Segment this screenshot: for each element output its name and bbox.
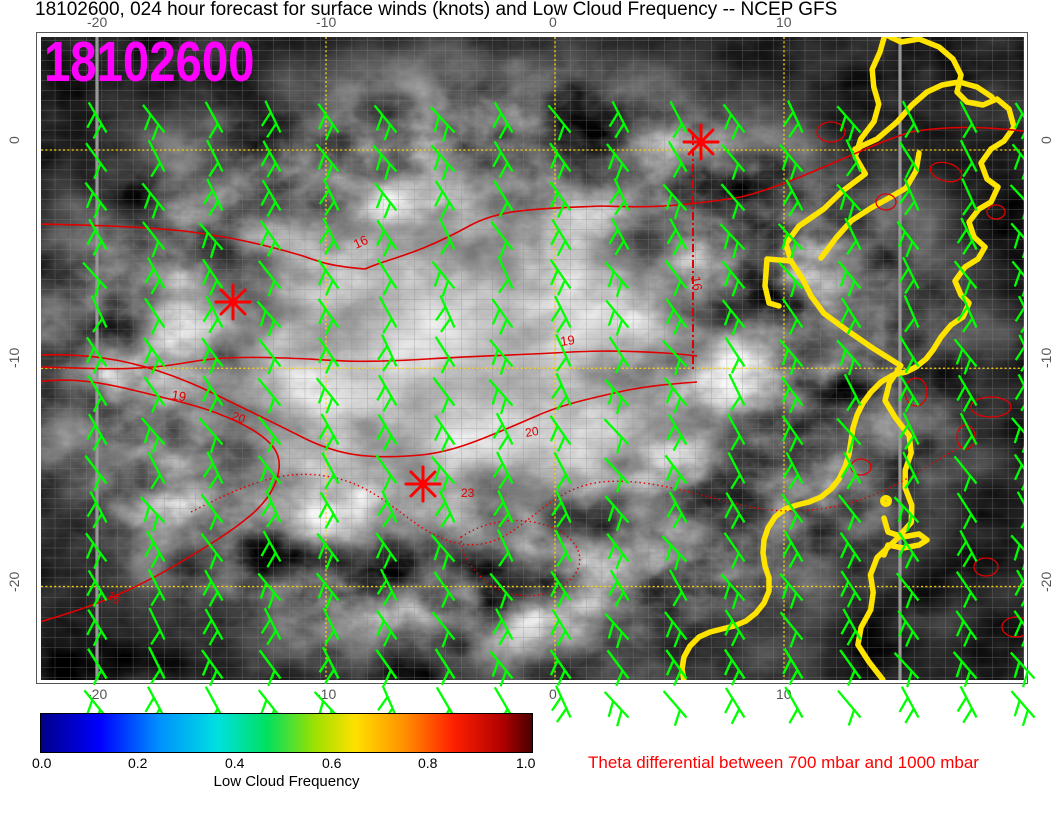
- svg-text:16: 16: [351, 232, 370, 252]
- svg-text:16: 16: [104, 588, 123, 607]
- svg-text:23: 23: [461, 486, 475, 500]
- svg-text:19: 19: [170, 387, 187, 404]
- svg-text:20: 20: [524, 424, 540, 440]
- svg-text:19: 19: [559, 332, 575, 349]
- svg-text:20: 20: [230, 409, 248, 427]
- svg-text:16: 16: [688, 275, 705, 292]
